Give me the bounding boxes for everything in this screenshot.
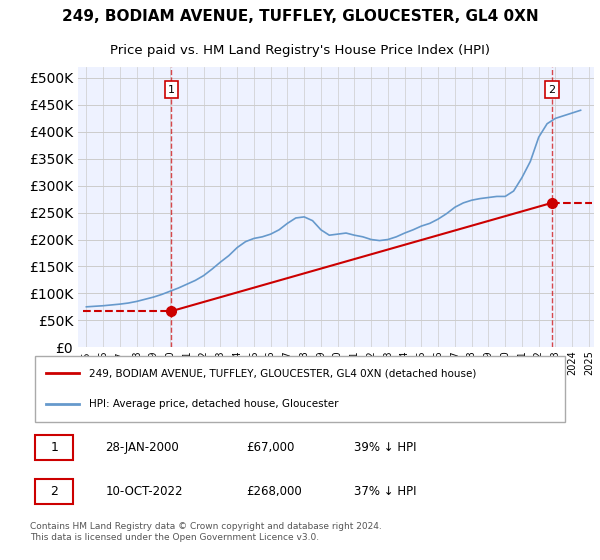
Text: 2: 2 [50,486,58,498]
Text: 2: 2 [548,85,556,95]
FancyBboxPatch shape [35,435,73,460]
Text: 37% ↓ HPI: 37% ↓ HPI [354,486,416,498]
Text: HPI: Average price, detached house, Gloucester: HPI: Average price, detached house, Glou… [89,399,339,409]
Text: 28-JAN-2000: 28-JAN-2000 [106,441,179,454]
Text: Contains HM Land Registry data © Crown copyright and database right 2024.
This d: Contains HM Land Registry data © Crown c… [30,522,382,542]
FancyBboxPatch shape [35,479,73,505]
FancyBboxPatch shape [35,357,565,422]
Text: 249, BODIAM AVENUE, TUFFLEY, GLOUCESTER, GL4 0XN (detached house): 249, BODIAM AVENUE, TUFFLEY, GLOUCESTER,… [89,368,477,378]
Text: £67,000: £67,000 [246,441,295,454]
Text: 1: 1 [50,441,58,454]
Text: £268,000: £268,000 [246,486,302,498]
Text: 249, BODIAM AVENUE, TUFFLEY, GLOUCESTER, GL4 0XN: 249, BODIAM AVENUE, TUFFLEY, GLOUCESTER,… [62,10,538,24]
Text: 39% ↓ HPI: 39% ↓ HPI [354,441,416,454]
Text: Price paid vs. HM Land Registry's House Price Index (HPI): Price paid vs. HM Land Registry's House … [110,44,490,57]
Text: 10-OCT-2022: 10-OCT-2022 [106,486,183,498]
Text: 1: 1 [168,85,175,95]
